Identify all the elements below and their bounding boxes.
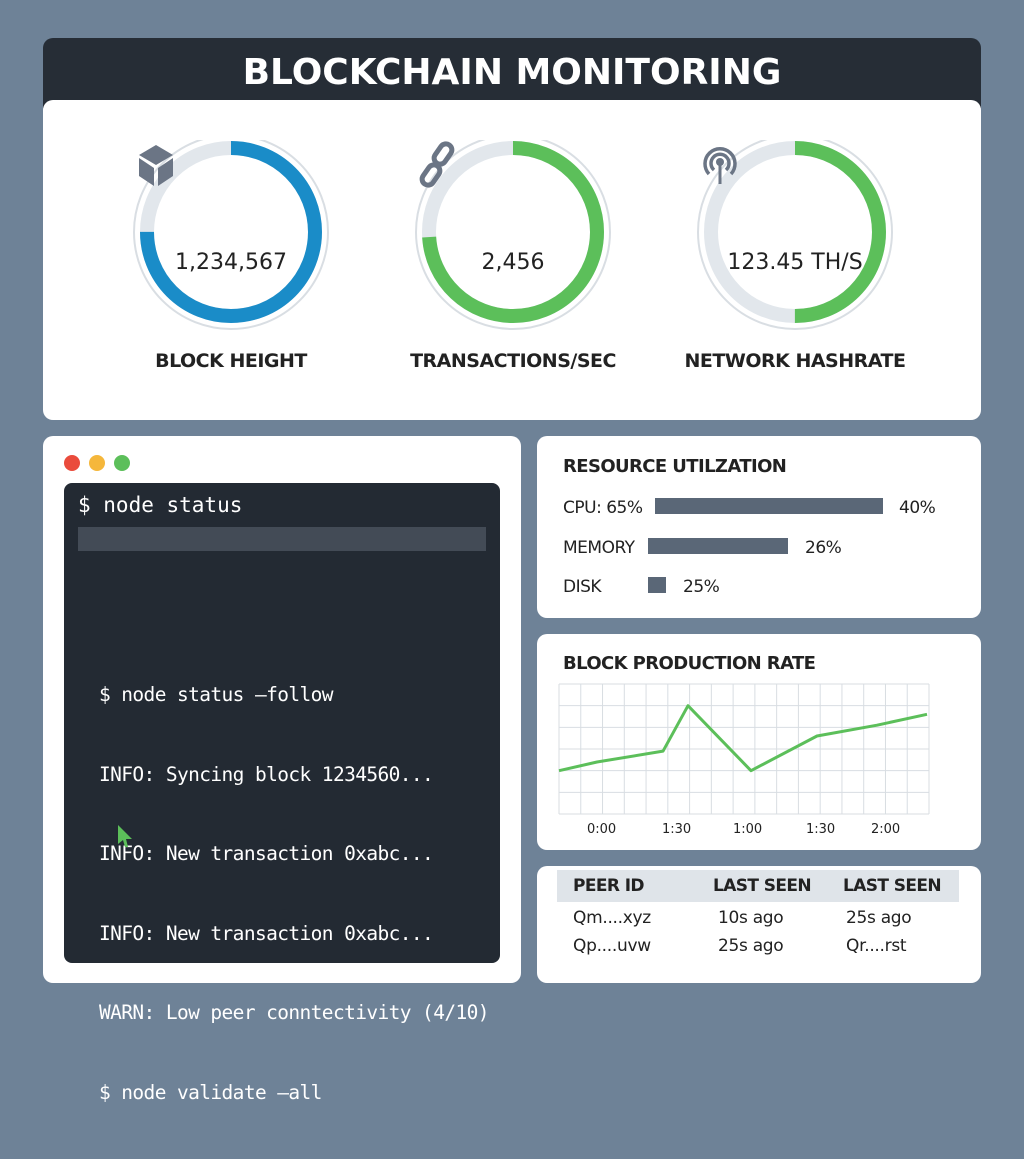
- close-window-button[interactable]: [64, 455, 80, 471]
- gauge-value: 1,234,567: [175, 250, 287, 275]
- line-chart: [558, 683, 930, 815]
- x-tick-label: 0:00: [587, 822, 617, 837]
- disk-value: 25%: [683, 577, 720, 597]
- resource-title: RESOURCE UTILZATION: [563, 456, 787, 477]
- log-line: INFO: New transaction 0xabc...: [99, 842, 434, 865]
- maximize-window-button[interactable]: [114, 455, 130, 471]
- log-line: WARN: Low peer conntectivity (4/10): [99, 1001, 490, 1024]
- log-line: INFO: New transaction 0xabc...: [99, 921, 434, 945]
- gauge-label: NETWORK HASHRATE: [684, 350, 906, 372]
- x-tick-label: 1:30: [662, 822, 692, 837]
- terminal-log: $ node status —follow INFO: Syncing bloc…: [99, 629, 490, 1159]
- table-header: [557, 870, 959, 902]
- gauge-block-height: 1,234,567 BLOCK HEIGHT: [131, 140, 331, 400]
- gauge-value: 2,456: [481, 250, 545, 275]
- log-line: INFO: Syncing block 1234560...: [99, 762, 434, 786]
- cpu-value: 40%: [899, 498, 936, 518]
- gauge-transactions: 2,456 TRANSACTIONS/SEC: [410, 140, 616, 400]
- gauge-fill: [422, 141, 604, 323]
- gauge-fill: [140, 141, 322, 323]
- table-cell: 25s ago: [846, 908, 912, 928]
- resource-panel: RESOURCE UTILZATION CPU: 65% 40% MEMORY …: [537, 436, 981, 618]
- table-cell: 25s ago: [718, 936, 784, 956]
- metrics-panel: 1,234,567 BLOCK HEIGHT 2,456 TRANSACTION…: [43, 100, 981, 420]
- page-title: BLOCKCHAIN MONITORING: [43, 38, 981, 108]
- gauge-ring: [697, 140, 893, 330]
- x-tick-label: 2:00: [871, 822, 901, 837]
- broadcast-icon: [703, 147, 737, 184]
- column-header: PEER ID: [573, 876, 645, 896]
- mouse-cursor-icon: [118, 825, 132, 847]
- cube-icon: [139, 145, 173, 186]
- log-line: $ node validate —all: [99, 1080, 322, 1104]
- gauge-outer-ring: [415, 140, 611, 330]
- column-header: LAST SEEN: [843, 876, 942, 896]
- cpu-bar: [655, 498, 883, 514]
- table-cell: Qr....rst: [846, 936, 907, 956]
- memory-bar: [648, 538, 788, 554]
- gauge-ring: [415, 140, 611, 330]
- gauge-ring: [133, 140, 329, 330]
- series-line: [558, 704, 928, 773]
- gauge-hashrate: 123.45 TH/S NETWORK HASHRATE: [685, 140, 906, 400]
- disk-label: DISK: [563, 577, 602, 597]
- terminal-prompt: $ node status: [78, 493, 243, 517]
- terminal-screen[interactable]: $ node status $ node status —follow INFO…: [64, 483, 500, 1104]
- cpu-label: CPU: 65%: [563, 498, 643, 518]
- table-cell: 10s ago: [718, 908, 784, 928]
- gauge-value: 123.45 TH/S: [727, 250, 863, 275]
- table-cell: Qm....xyz: [573, 908, 651, 928]
- chart-title: BLOCK PRODUCTION RATE: [563, 653, 816, 674]
- disk-bar: [648, 577, 666, 593]
- x-tick-label: 1:30: [806, 822, 836, 837]
- column-header: LAST SEEN: [713, 876, 812, 896]
- gauge-label: TRANSACTIONS/SEC: [410, 350, 616, 372]
- gauge-outer-ring: [133, 140, 329, 330]
- terminal-input[interactable]: [78, 527, 486, 551]
- minimize-window-button[interactable]: [89, 455, 105, 471]
- log-line: $ node status —follow: [99, 683, 334, 706]
- table-cell: Qp....uvw: [573, 936, 651, 956]
- x-tick-label: 1:00: [733, 822, 763, 837]
- memory-label: MEMORY: [563, 538, 635, 558]
- gauge-outer-ring: [697, 140, 893, 330]
- memory-value: 26%: [805, 538, 842, 558]
- gauge-label: BLOCK HEIGHT: [155, 350, 307, 372]
- block-rate-panel: BLOCK PRODUCTION RATE 0:00 1:30 1:00 1:3…: [537, 634, 981, 850]
- gauge-fill: [704, 141, 886, 323]
- terminal-window: $ node status $ node status —follow INFO…: [43, 436, 521, 1104]
- chain-link-icon: [419, 141, 455, 188]
- peers-panel: PEER ID LAST SEEN LAST SEEN Qm....xyz 10…: [537, 866, 981, 983]
